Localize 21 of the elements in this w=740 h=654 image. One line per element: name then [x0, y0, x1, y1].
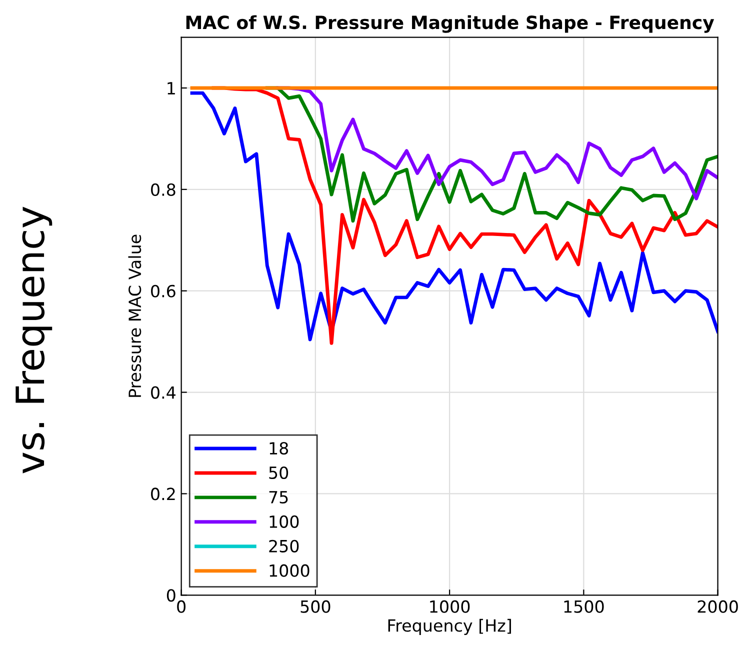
x-tick-label: 2000: [698, 600, 738, 613]
text: vs. Frequency: [16, 206, 52, 474]
y-tick-label: 0.2: [151, 488, 175, 500]
x-axis-title: Frequency [Hz]: [388, 618, 511, 636]
y-tick-label: 0: [166, 589, 176, 602]
chart-title: MAC of W.S. Pressure Magnitude Shape - Frequency: [186, 15, 714, 33]
x-tick-label: 1000: [430, 600, 470, 613]
y-axis-title: Pressure MAC Value: [128, 234, 142, 397]
x-tick-label: 0: [177, 600, 186, 613]
legend-label: 100: [270, 515, 299, 528]
x-tick-label: 1500: [564, 600, 604, 613]
y-tick-label: 0.6: [151, 284, 176, 298]
legend-label: 75: [269, 491, 288, 504]
y-tick-label: 0.8: [151, 183, 176, 196]
x-tick-label: 500: [300, 600, 330, 613]
legend-label: 18: [270, 442, 288, 455]
y-tick-label: 1: [168, 82, 175, 94]
legend-label: 50: [269, 466, 288, 480]
legend-label: 1000: [270, 564, 310, 577]
legend-label: 250: [269, 540, 299, 552]
y-tick-label: 0.4: [151, 386, 176, 399]
